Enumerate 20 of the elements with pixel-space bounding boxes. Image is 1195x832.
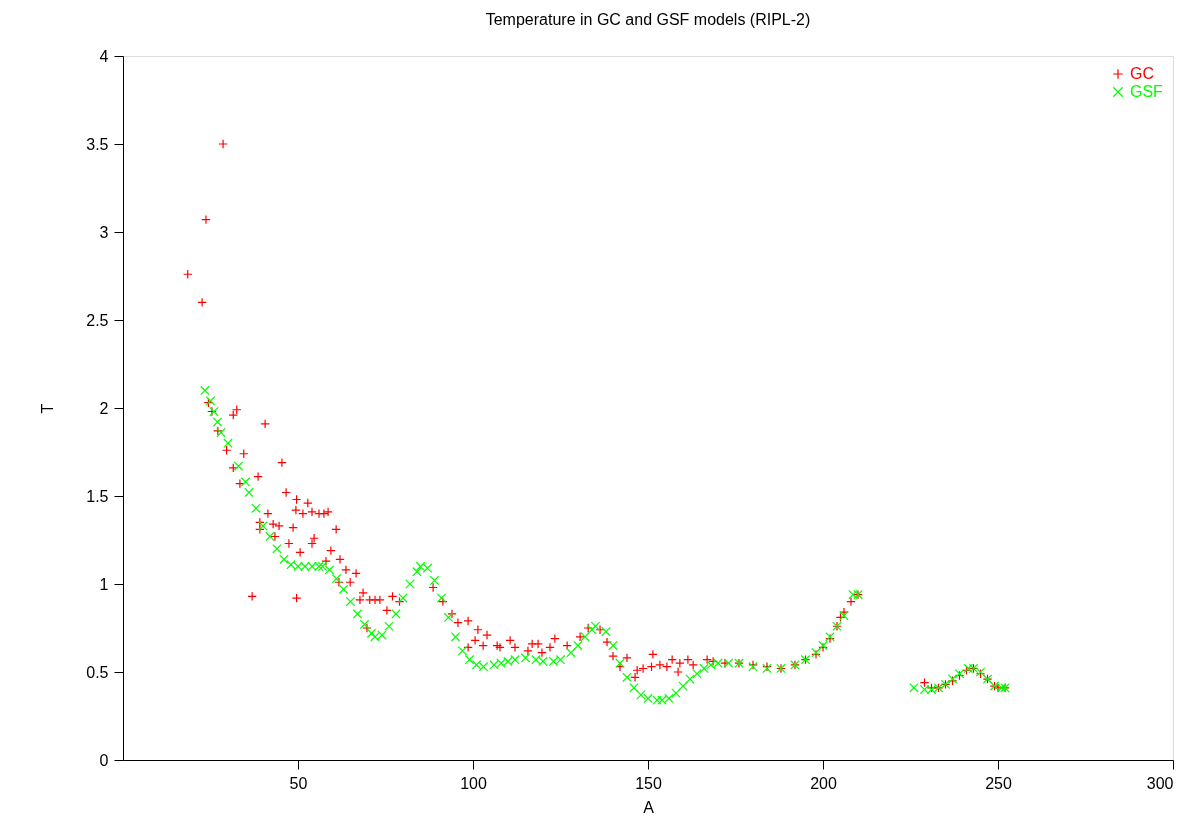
x-tick-label: 100	[460, 774, 487, 792]
chart-title: Temperature in GC and GSF models (RIPL-2)	[485, 11, 811, 28]
y-tick-label: 2	[99, 399, 109, 417]
y-tick-label: 1	[99, 575, 109, 593]
x-tick-label: 300	[1146, 774, 1174, 792]
y-tick-label: 1.5	[86, 487, 109, 505]
x-tick-label: 250	[985, 774, 1012, 792]
y-tick-label: 2.5	[86, 311, 109, 329]
x-tick-label: 50	[289, 774, 308, 792]
y-tick-label: 0	[99, 751, 109, 769]
x-tick-label: 150	[635, 774, 662, 792]
legend-label: GSF	[1130, 83, 1164, 100]
y-tick-label: 3	[99, 223, 109, 241]
y-tick-label: 0.5	[86, 663, 109, 681]
y-tick-label: 4	[99, 47, 109, 65]
x-axis-title: A	[643, 798, 655, 816]
x-tick-label: 200	[810, 774, 837, 792]
legend-label: GC	[1130, 65, 1154, 82]
y-axis-title: T	[39, 403, 57, 414]
y-tick-label: 3.5	[86, 135, 109, 153]
